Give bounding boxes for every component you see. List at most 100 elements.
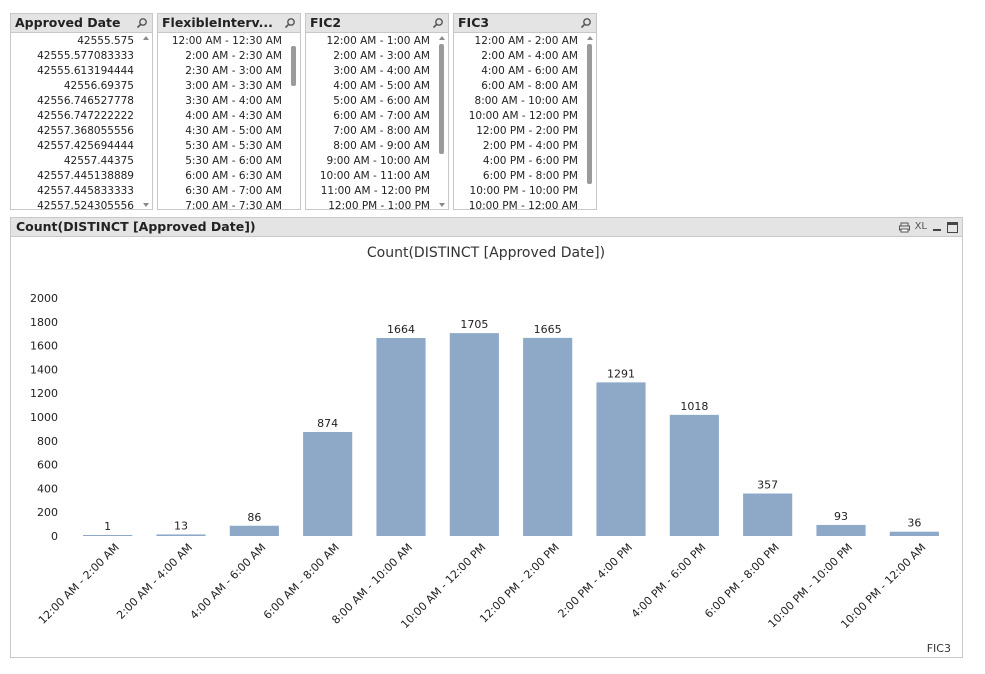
list-item[interactable]: 4:30 AM - 5:00 AM (185, 125, 282, 137)
minimize-icon[interactable] (932, 222, 942, 232)
list-item[interactable]: 4:00 AM - 6:00 AM (481, 65, 578, 77)
listbox-caption[interactable]: FIC3 (454, 14, 596, 33)
list-item[interactable]: 42555.577083333 (37, 50, 134, 62)
scrollbar[interactable] (586, 36, 594, 207)
bar (816, 524, 866, 536)
list-item[interactable]: 8:00 AM - 10:00 AM (474, 95, 578, 107)
list-item[interactable]: 2:00 PM - 4:00 PM (482, 140, 578, 152)
list-item[interactable]: 6:00 AM - 7:00 AM (333, 110, 430, 122)
scroll-down-arrow-icon[interactable] (439, 203, 445, 207)
listbox-flexible-interval[interactable]: FlexibleInterv... 12:00 AM - 12:30 AM 2:0… (157, 13, 301, 212)
list-item[interactable]: 42556.747222222 (37, 110, 134, 122)
list-item[interactable]: 10:00 AM - 12:00 PM (468, 110, 578, 122)
list-item[interactable]: 10:00 AM - 11:00 AM (319, 170, 430, 182)
list-item[interactable]: 10:00 PM - 10:00 PM (469, 185, 578, 197)
list-item[interactable]: 4:00 PM - 6:00 PM (482, 155, 578, 167)
bar (523, 337, 573, 536)
bar-chart: Count(DISTINCT [Approved Date]) 0 200 400 60… (30, 245, 951, 655)
listbox-caption[interactable]: FlexibleInterv... (158, 14, 300, 33)
list-item[interactable]: 7:00 AM - 7:30 AM (185, 200, 282, 212)
list-item[interactable]: 10:00 PM - 12:00 AM (468, 200, 578, 212)
list-item[interactable]: 5:30 AM - 5:30 AM (185, 140, 282, 152)
list-item[interactable]: 5:30 AM - 6:00 AM (185, 155, 282, 167)
list-item[interactable]: 2:00 AM - 3:00 AM (333, 50, 430, 62)
listbox-title: FlexibleInterv... (162, 15, 273, 30)
maximize-icon[interactable] (947, 221, 958, 233)
list-item[interactable]: 42557.44375 (63, 155, 134, 167)
list-item[interactable]: 2:30 AM - 3:00 AM (185, 65, 282, 77)
list-item[interactable]: 5:00 AM - 6:00 AM (333, 95, 430, 107)
list-item[interactable]: 42557.368055556 (37, 125, 134, 137)
caption-icons: XL (898, 221, 958, 233)
listbox-caption[interactable]: Approved Date (11, 14, 152, 33)
list-item[interactable]: 6:00 AM - 8:00 AM (481, 80, 578, 92)
scrollbar[interactable] (290, 36, 298, 207)
data-label: 1291 (607, 367, 635, 380)
list-item[interactable]: 42557.524305556 (37, 200, 134, 212)
x-tick-label: 10:00 AM - 12:00 PM (398, 541, 488, 631)
listbox-approved-date[interactable]: Approved Date 42555.575 42555.577083333 42… (10, 13, 153, 212)
scroll-down-arrow-icon[interactable] (143, 203, 149, 207)
list-item[interactable]: 42557.425694444 (37, 140, 134, 152)
list-item[interactable]: 42555.575 (77, 35, 134, 47)
list-item[interactable]: 42556.69375 (63, 80, 134, 92)
list-item[interactable]: 12:00 AM - 2:00 AM (474, 35, 578, 47)
list-item[interactable]: 7:00 AM - 8:00 AM (333, 125, 430, 137)
listbox-caption[interactable]: FIC2 (306, 14, 448, 33)
bar (669, 414, 719, 536)
listbox-fic3[interactable]: FIC3 12:00 AM - 2:00 AM 2:00 AM - 4:00 AM… (453, 13, 597, 212)
list-item[interactable]: 9:00 AM - 10:00 AM (326, 155, 430, 167)
listbox-rows: 12:00 AM - 2:00 AM 2:00 AM - 4:00 AM 4:00 … (454, 34, 584, 214)
list-item[interactable]: 12:00 AM - 1:00 AM (326, 35, 430, 47)
bar (376, 337, 426, 536)
chart-caption[interactable]: Count(DISTINCT [Approved Date]) XL (11, 218, 962, 237)
search-icon[interactable] (580, 17, 592, 29)
chart-object[interactable]: Count(DISTINCT [Approved Date]) XL Count… (10, 217, 963, 658)
print-icon[interactable] (898, 222, 910, 233)
list-item[interactable]: 3:00 AM - 3:30 AM (185, 80, 282, 92)
scroll-thumb[interactable] (587, 44, 592, 184)
scroll-up-arrow-icon[interactable] (143, 36, 149, 40)
data-label: 86 (247, 511, 261, 524)
search-icon[interactable] (432, 17, 444, 29)
scroll-thumb[interactable] (439, 44, 444, 154)
list-item[interactable]: 11:00 AM - 12:00 PM (320, 185, 430, 197)
listbox-rows: 12:00 AM - 1:00 AM 2:00 AM - 3:00 AM 3:00 … (306, 34, 436, 214)
list-item[interactable]: 12:00 PM - 2:00 PM (476, 125, 578, 137)
bar (229, 525, 279, 536)
list-item[interactable]: 3:30 AM - 4:00 AM (185, 95, 282, 107)
search-icon[interactable] (136, 17, 148, 29)
list-item[interactable]: 12:00 AM - 12:30 AM (171, 35, 282, 47)
data-label: 357 (757, 479, 778, 492)
scrollbar[interactable] (438, 36, 446, 207)
y-tick-label: 800 (37, 435, 58, 448)
list-item[interactable]: 8:00 AM - 9:00 AM (333, 140, 430, 152)
chart-title: Count(DISTINCT [Approved Date]) (367, 245, 605, 261)
list-item[interactable]: 2:00 AM - 4:00 AM (481, 50, 578, 62)
y-tick-label: 1400 (30, 363, 58, 376)
scroll-up-arrow-icon[interactable] (587, 36, 593, 40)
excel-export-icon[interactable]: XL (914, 221, 927, 232)
list-item[interactable]: 2:00 AM - 2:30 AM (185, 50, 282, 62)
scroll-up-arrow-icon[interactable] (439, 36, 445, 40)
y-tick-label: 2000 (30, 292, 58, 305)
scrollbar[interactable] (142, 36, 150, 207)
list-item[interactable]: 12:00 PM - 1:00 PM (328, 200, 430, 212)
data-label: 93 (834, 510, 848, 523)
scroll-thumb[interactable] (291, 46, 296, 86)
list-item[interactable]: 6:30 AM - 7:00 AM (185, 185, 282, 197)
list-item[interactable]: 42556.746527778 (37, 95, 134, 107)
data-label: 1 (104, 520, 111, 533)
list-item[interactable]: 6:00 PM - 8:00 PM (482, 170, 578, 182)
x-tick-label: 4:00 AM - 6:00 AM (188, 541, 269, 622)
list-item[interactable]: 42557.445138889 (37, 170, 134, 182)
list-item[interactable]: 3:00 AM - 4:00 AM (333, 65, 430, 77)
search-icon[interactable] (284, 17, 296, 29)
list-item[interactable]: 4:00 AM - 5:00 AM (333, 80, 430, 92)
list-item[interactable]: 42555.613194444 (37, 65, 134, 77)
list-item[interactable]: 42557.445833333 (37, 185, 134, 197)
listbox-fic2[interactable]: FIC2 12:00 AM - 1:00 AM 2:00 AM - 3:00 AM… (305, 13, 449, 212)
list-item[interactable]: 6:00 AM - 6:30 AM (185, 170, 282, 182)
y-tick-label: 1800 (30, 316, 58, 329)
list-item[interactable]: 4:00 AM - 4:30 AM (185, 110, 282, 122)
